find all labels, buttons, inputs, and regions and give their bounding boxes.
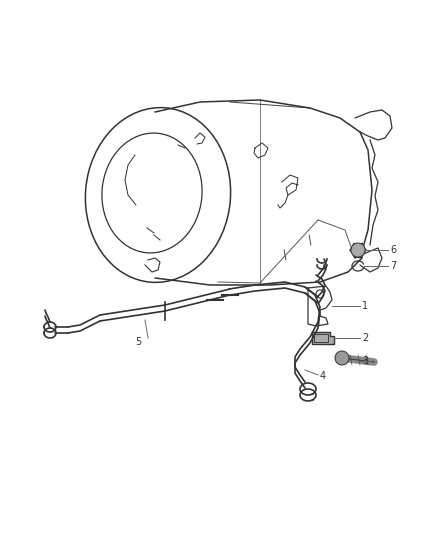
Text: 3: 3 [362,356,368,366]
Circle shape [335,351,349,365]
Text: 7: 7 [390,261,396,271]
Polygon shape [312,332,334,344]
Text: 4: 4 [320,371,326,381]
Text: 1: 1 [362,301,368,311]
Text: 2: 2 [362,333,368,343]
Text: 5: 5 [135,337,141,347]
Ellipse shape [351,243,365,257]
Text: 6: 6 [390,245,396,255]
